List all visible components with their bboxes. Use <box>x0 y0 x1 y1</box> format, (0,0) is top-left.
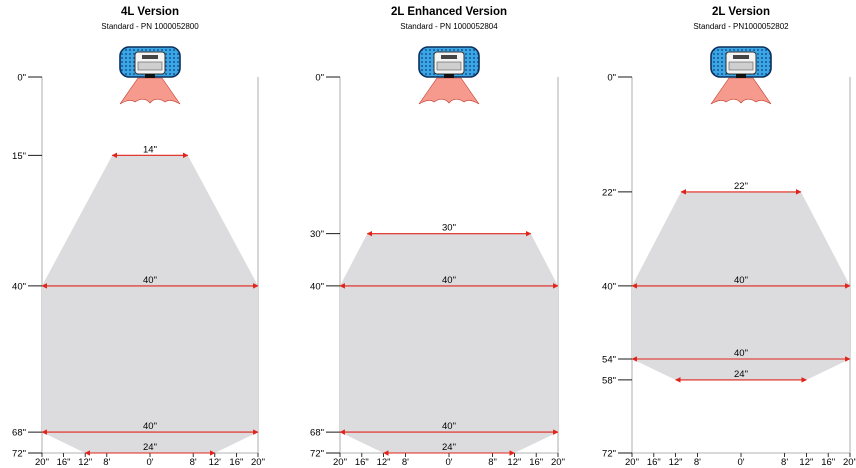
coverage-panel: 2L Version Standard - PN1000052802 0" 22" 40… <box>602 6 856 468</box>
width-tick-label: 12" <box>669 457 683 468</box>
depth-tick-label: 72" <box>602 449 616 460</box>
depth-tick-label: 0" <box>315 73 324 84</box>
depth-tick-label: 68" <box>310 428 324 439</box>
width-label: 30" <box>442 223 456 234</box>
panel-title: 2L Enhanced Version <box>391 6 507 18</box>
panel-title: 4L Version <box>121 6 179 18</box>
width-tick-label: 12" <box>377 457 391 468</box>
coverage-area <box>42 155 258 454</box>
width-tick-label: 0' <box>737 457 744 468</box>
depth-tick-label: 40" <box>602 281 616 292</box>
width-tick-label: 20" <box>625 457 639 468</box>
width-tick-label: 12" <box>507 457 521 468</box>
depth-tick-label: 72" <box>310 449 324 460</box>
width-tick-label: 16" <box>57 457 71 468</box>
panel-subtitle: Standard - PN 1000052800 <box>101 22 199 31</box>
width-label: 40" <box>143 421 157 432</box>
detection-beam-icon <box>418 77 480 105</box>
width-label: 40" <box>734 275 748 286</box>
detection-beam-icon <box>119 77 181 105</box>
sensor-device-icon <box>119 46 181 78</box>
coverage-area <box>340 233 558 453</box>
detection-beam-icon <box>710 77 772 105</box>
width-tick-label: 16" <box>529 457 543 468</box>
coverage-panel: 4L Version Standard - PN 1000052800 0" 15" 4… <box>12 6 265 468</box>
sensor-device-icon <box>710 46 772 78</box>
coverage-panel: 2L Enhanced Version Standard - PN 1000052… <box>310 6 565 468</box>
depth-tick-label: 54" <box>602 355 616 366</box>
sensor-device-icon <box>418 46 480 78</box>
width-tick-label: 20" <box>551 457 565 468</box>
depth-tick-label: 72" <box>12 449 26 460</box>
width-tick-label: 8' <box>694 457 701 468</box>
depth-tick-label: 22" <box>602 187 616 198</box>
width-label: 22" <box>734 181 748 192</box>
width-tick-label: 16" <box>229 457 243 468</box>
depth-tick-label: 68" <box>12 428 26 439</box>
width-tick-label: 20" <box>251 457 265 468</box>
width-tick-label: 20" <box>843 457 856 468</box>
width-tick-label: 16" <box>647 457 661 468</box>
width-label: 24" <box>442 442 456 453</box>
width-label: 40" <box>442 275 456 286</box>
panel-subtitle: Standard - PN1000052802 <box>693 22 789 31</box>
width-tick-label: 8' <box>103 457 110 468</box>
width-tick-label: 8' <box>402 457 409 468</box>
panel-title: 2L Version <box>712 6 770 18</box>
depth-tick-label: 58" <box>602 375 616 386</box>
panel-subtitle: Standard - PN 1000052804 <box>400 22 498 31</box>
width-tick-label: 8' <box>781 457 788 468</box>
width-label: 14" <box>143 144 157 155</box>
width-label: 40" <box>442 421 456 432</box>
width-tick-label: 0' <box>445 457 452 468</box>
width-tick-label: 0' <box>146 457 153 468</box>
depth-tick-label: 40" <box>310 281 324 292</box>
width-tick-label: 12" <box>78 457 92 468</box>
depth-tick-label: 15" <box>12 151 26 162</box>
depth-tick-label: 30" <box>310 229 324 240</box>
width-tick-label: 20" <box>35 457 49 468</box>
width-tick-label: 12' <box>209 457 222 468</box>
width-label: 24" <box>143 442 157 453</box>
depth-tick-label: 40" <box>12 281 26 292</box>
width-label: 24" <box>734 369 748 380</box>
width-tick-label: 8" <box>488 457 497 468</box>
depth-tick-label: 0" <box>17 73 26 84</box>
width-tick-label: 12" <box>799 457 813 468</box>
width-label: 40" <box>734 348 748 359</box>
width-tick-label: 16" <box>355 457 369 468</box>
depth-tick-label: 0" <box>607 73 616 84</box>
width-tick-label: 20" <box>333 457 347 468</box>
width-label: 40" <box>143 275 157 286</box>
width-tick-label: 16" <box>821 457 835 468</box>
width-tick-label: 8' <box>190 457 197 468</box>
